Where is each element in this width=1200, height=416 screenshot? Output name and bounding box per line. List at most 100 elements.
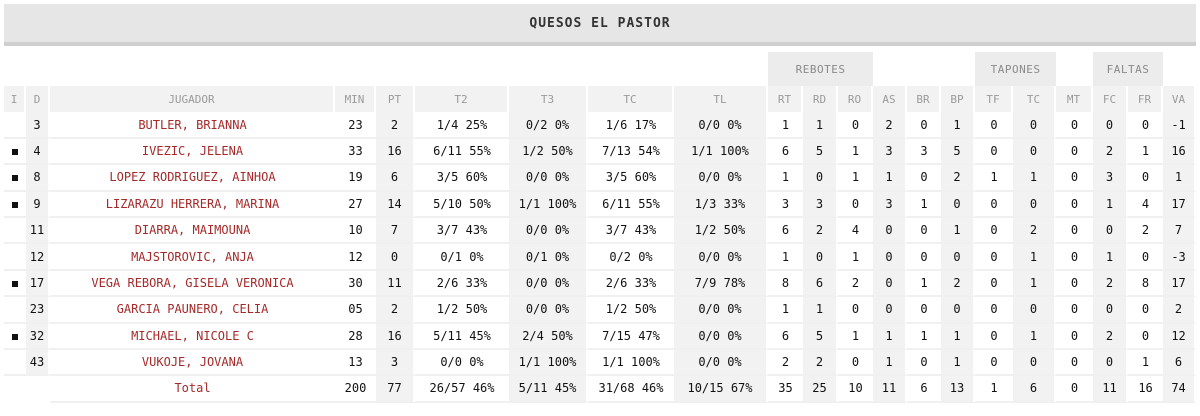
player-link[interactable]: MICHAEL, NICOLE C	[131, 328, 254, 343]
cell-tc: 1/6 17%	[588, 112, 674, 139]
cell-bp: 0	[941, 297, 976, 324]
cell-player-name: IVEZIC, JELENA	[50, 139, 335, 166]
cell-min: 200	[335, 376, 376, 403]
cell-tc-tapones: 0	[1013, 138, 1057, 166]
cell-rd: 5	[803, 323, 838, 350]
cell-tf: 1	[975, 376, 1014, 403]
cell-tc-tapones: 0	[1013, 297, 1057, 324]
cell-dorsal: 32	[26, 323, 50, 350]
cell-player-name: MAJSTOROVIC, ANJA	[50, 244, 335, 271]
cell-dorsal: 3	[26, 112, 50, 139]
cell-pt: 16	[376, 138, 415, 166]
cell-pt: 2	[376, 297, 415, 324]
cell-mt: 0	[1056, 244, 1094, 271]
cell-bp: 1	[941, 349, 976, 377]
col-br: BR	[907, 86, 942, 113]
cell-as: 3	[873, 191, 908, 218]
cell-tl: 0/0 0%	[674, 349, 768, 377]
cell-dorsal: 8	[26, 165, 50, 192]
cell-tc-tapones: 2	[1013, 217, 1057, 245]
cell-as: 0	[873, 217, 908, 245]
cell-tc-tapones: 6	[1013, 376, 1057, 403]
cell-bp: 1	[941, 217, 976, 245]
cell-bp: 0	[941, 244, 976, 271]
cell-rd: 0	[803, 165, 838, 192]
cell-va: 17	[1163, 191, 1197, 218]
player-link[interactable]: LIZARAZU HERRERA, MARINA	[105, 196, 280, 211]
cell-tc: 3/7 43%	[588, 218, 674, 245]
player-link[interactable]: VUKOJE, JOVANA	[141, 355, 244, 370]
cell-as: 11	[873, 376, 908, 403]
cell-tf: 0	[975, 192, 1014, 218]
col-fc: FC	[1093, 86, 1129, 113]
cell-fr: 1	[1128, 350, 1164, 377]
player-link[interactable]: BUTLER, BRIANNA	[138, 117, 247, 132]
cell-br: 0	[907, 297, 942, 324]
cell-tc: 6/11 55%	[588, 192, 674, 218]
cell-fr: 0	[1128, 165, 1164, 192]
player-link[interactable]: MAJSTOROVIC, ANJA	[131, 249, 254, 264]
col-bp: BP	[941, 86, 976, 113]
cell-fr: 0	[1128, 297, 1164, 324]
cell-as: 1	[873, 165, 908, 192]
table-row: 17 VEGA REBORA, GISELA VERONICA 30 11 2/6 33…	[4, 270, 1197, 298]
cell-dorsal: 43	[26, 349, 50, 377]
cell-tl: 10/15 67%	[674, 376, 768, 403]
cell-tc-tapones: 1	[1013, 165, 1057, 192]
cell-starter	[4, 192, 26, 218]
cell-br: 0	[907, 218, 942, 245]
cell-tc: 3/5 60%	[588, 165, 674, 192]
cell-starter	[4, 139, 26, 166]
boxscore-table: REBOTES TAPONES FALTAS I D JUGADOR MIN P…	[4, 52, 1197, 403]
col-d: D	[26, 86, 50, 113]
cell-br: 0	[907, 165, 942, 192]
cell-rt: 3	[768, 192, 803, 218]
cell-starter	[4, 112, 26, 139]
group-header-row: REBOTES TAPONES FALTAS	[4, 52, 1196, 86]
cell-br: 1	[907, 192, 942, 218]
cell-ro: 0	[838, 350, 874, 377]
cell-fr: 2	[1128, 218, 1164, 245]
cell-rd: 25	[803, 376, 838, 403]
cell-tf: 0	[975, 139, 1014, 166]
cell-va: 1	[1163, 165, 1197, 192]
table-row: 8 LOPEZ RODRIGUEZ, AINHOA 19 6 3/5 60% 0/0 0%…	[4, 165, 1197, 192]
player-link[interactable]: LOPEZ RODRIGUEZ, AINHOA	[109, 170, 276, 185]
cell-pt: 14	[376, 191, 415, 218]
cell-as: 2	[873, 112, 908, 139]
cell-tl: 0/0 0%	[674, 112, 768, 139]
column-header-row: I D JUGADOR MIN PT T2 T3 TC TL RT RD RO …	[4, 86, 1197, 113]
cell-fc: 0	[1093, 349, 1129, 377]
cell-player-name: BUTLER, BRIANNA	[50, 112, 335, 139]
table-row: 43 VUKOJE, JOVANA 13 3 0/0 0% 1/1 100% 1/1 100…	[4, 349, 1197, 377]
cell-va: 7	[1163, 217, 1197, 245]
cell-dorsal: 11	[26, 217, 50, 245]
cell-fr: 0	[1128, 244, 1164, 271]
cell-rd: 2	[803, 349, 838, 377]
cell-t3: 1/2 50%	[509, 138, 588, 166]
cell-mt: 0	[1056, 271, 1094, 298]
cell-tc-tapones: 1	[1013, 323, 1057, 350]
cell-pt: 3	[376, 349, 415, 377]
cell-fr: 8	[1128, 271, 1164, 298]
cell-fc: 0	[1093, 217, 1129, 245]
cell-fc: 3	[1093, 165, 1129, 192]
player-link[interactable]: VEGA REBORA, GISELA VERONICA	[91, 275, 294, 290]
player-link[interactable]: IVEZIC, JELENA	[141, 143, 244, 158]
cell-dorsal: 9	[26, 191, 50, 218]
group-faltas: FALTAS	[1093, 52, 1164, 86]
cell-br: 0	[907, 112, 942, 139]
col-pt: PT	[376, 86, 415, 113]
cell-tf: 0	[975, 218, 1014, 245]
table-row: 4 IVEZIC, JELENA 33 16 6/11 55% 1/2 50% 7/13 5…	[4, 138, 1197, 166]
cell-mt: 0	[1056, 112, 1094, 139]
cell-rd: 1	[803, 297, 838, 324]
player-link[interactable]: GARCIA PAUNERO, CELIA	[116, 302, 269, 317]
cell-br: 6	[907, 376, 942, 403]
totals-label: Total	[50, 376, 335, 403]
player-link[interactable]: DIARRA, MAIMOUNA	[134, 223, 251, 238]
cell-tc-tapones: 0	[1013, 112, 1057, 139]
cell-player-name: VUKOJE, JOVANA	[50, 350, 335, 377]
col-rt: RT	[768, 86, 803, 113]
cell-tf: 0	[975, 297, 1014, 324]
